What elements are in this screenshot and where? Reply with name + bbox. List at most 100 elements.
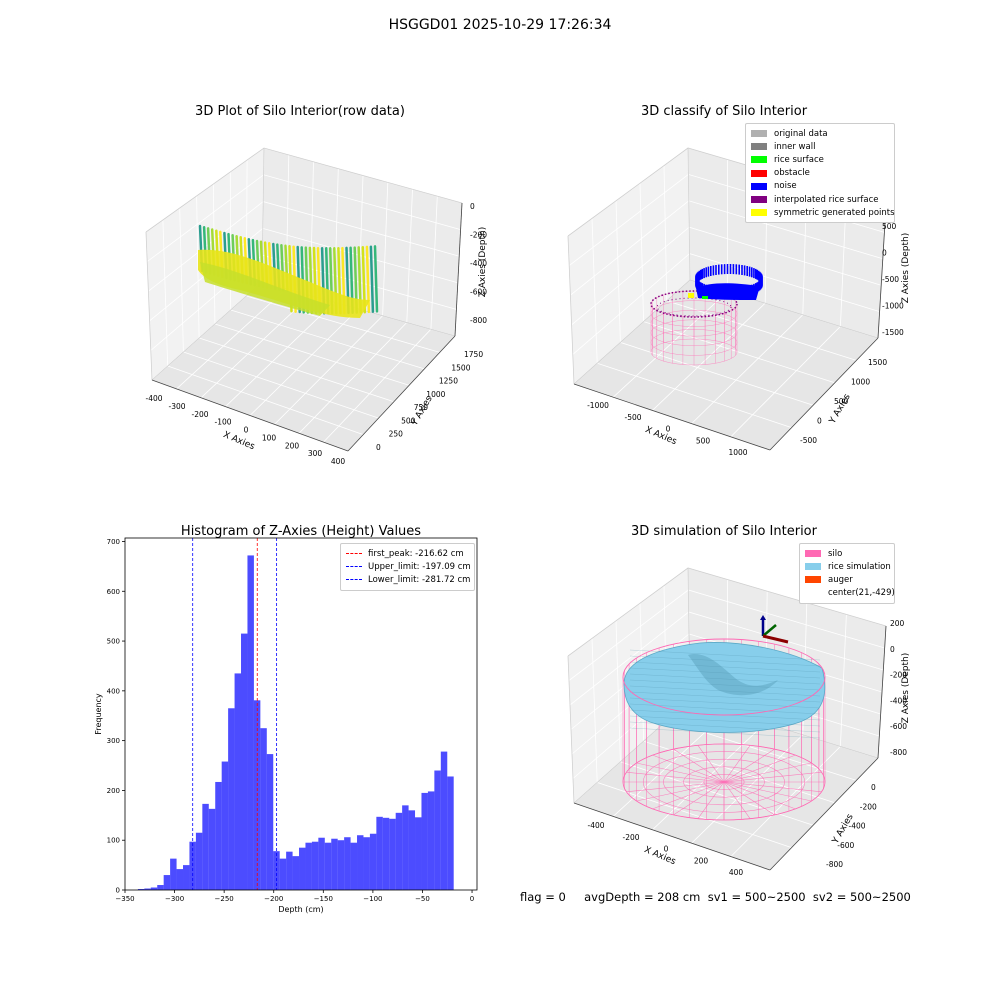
point-stripe	[345, 246, 350, 315]
point-stripe	[259, 240, 265, 289]
point-stripe	[210, 228, 216, 276]
point-stripe	[239, 236, 244, 284]
y-tick-label: 1500	[868, 358, 887, 367]
grid-line-y	[591, 638, 792, 848]
x-tick-label: -200	[622, 833, 639, 842]
grid-line-z	[571, 226, 882, 326]
silo-ring	[650, 338, 738, 366]
mesh-line	[629, 715, 821, 727]
left-pane	[568, 568, 690, 803]
histogram-bar	[389, 818, 396, 890]
box-edge	[145, 231, 153, 381]
grid-line-x	[612, 579, 728, 817]
y-tick-label: 1500	[451, 363, 470, 372]
panel2-legend: original data inner wall rice surface obsta…	[745, 123, 895, 224]
left-pane	[568, 148, 690, 384]
grid-line-x	[225, 168, 339, 407]
legend-line-sample	[346, 553, 362, 555]
grid-line-y	[567, 235, 771, 451]
z-tick-label: -800	[470, 316, 487, 325]
silo-floor-spoke	[626, 781, 725, 793]
point-stripe	[341, 246, 346, 315]
histogram-bar	[292, 856, 300, 890]
x-tick-label: 0	[666, 425, 671, 434]
grid-line-y	[145, 231, 349, 452]
silo-ring	[650, 300, 738, 327]
grid-line-y	[162, 219, 364, 435]
point-stripe	[320, 247, 326, 315]
y-tick-label: 1000	[851, 378, 870, 387]
point-stripe	[263, 241, 269, 289]
grid-line-z	[569, 611, 884, 706]
point-stripe	[202, 225, 208, 274]
z-tick-label: -200	[890, 671, 907, 680]
y-tick-label: 700	[107, 538, 120, 546]
panel1-title: 3D Plot of Silo Interior(row data)	[195, 104, 405, 119]
grid-line-z	[573, 699, 879, 804]
box-edge	[573, 699, 879, 804]
silo-floor-spoke	[723, 781, 775, 816]
histogram-bar	[150, 887, 158, 890]
box-edge	[687, 147, 691, 281]
x-tick-label: 300	[308, 449, 323, 458]
histogram-bar	[402, 805, 409, 890]
histogram-bar	[215, 781, 222, 890]
y-axis-label: Frequency	[94, 693, 103, 735]
silo-floor-spoke	[723, 781, 812, 802]
legend-line-sample	[346, 579, 362, 581]
y-tick-label: 0	[871, 783, 876, 792]
silo-floor-spoke	[626, 771, 725, 783]
x-tick-label: 500	[696, 436, 711, 445]
z-tick-label: 0	[882, 249, 887, 258]
histogram-legend: first_peak: -216.62 cm Upper_limit: -197.…	[340, 543, 475, 591]
z-tick-label: -1000	[882, 302, 904, 311]
box-edge	[151, 281, 456, 381]
legend-label: auger	[828, 574, 853, 585]
histogram-bar	[157, 885, 164, 890]
grid-line-y	[639, 603, 835, 804]
point-stripe	[251, 238, 257, 287]
panel4-legend: silo rice simulation auger center(21,-429)	[799, 543, 895, 604]
grid-line-x	[612, 159, 728, 398]
grid-line-z	[151, 281, 456, 381]
histogram-bar	[408, 810, 416, 890]
histogram-title: Histogram of Z-Axies (Height) Values	[180, 524, 422, 539]
y-tick-label: 250	[389, 430, 404, 439]
y-tick-label: 1250	[439, 377, 458, 386]
z-tick-label: -600	[890, 722, 907, 731]
x-tick-label: −350	[115, 895, 134, 903]
panel1-plot: -400 -300 -200 -100 0 100 200 300 400 0 250 500 750 1…	[145, 147, 488, 466]
grid-line-z	[570, 633, 883, 730]
z-tick-label: -400	[470, 259, 487, 268]
point-stripe	[206, 227, 212, 275]
silo-floor-spoke	[723, 762, 812, 783]
histogram-bar	[382, 817, 390, 890]
y-tick-label: 400	[107, 687, 120, 695]
point-stripe	[284, 244, 289, 293]
legend-entry: obstacle	[751, 167, 889, 180]
z-axis-label: Z Axies (Depth)	[901, 653, 911, 724]
legend-entry: silo	[805, 547, 889, 560]
silo-floor-spoke	[723, 781, 751, 819]
point-stripe	[198, 224, 204, 273]
histogram-bar	[228, 708, 235, 890]
grid-line-x	[730, 614, 847, 857]
grid-line-x	[769, 205, 887, 451]
legend-swatch	[751, 182, 767, 190]
point-stripe	[369, 245, 375, 313]
histogram-bar	[299, 847, 306, 890]
mesh-line	[629, 721, 821, 733]
histogram-bar	[427, 791, 435, 890]
histogram-bar	[415, 817, 422, 890]
grid-line-x	[652, 591, 768, 831]
y-axis-label: Y Axies	[830, 812, 856, 846]
legend-label: first_peak: -216.62 cm	[368, 548, 464, 559]
silo-floor-spoke	[723, 754, 796, 783]
grid-line-y	[567, 655, 771, 871]
histogram-plot: −350 −300 −250 −200 −150 −100 −50 0 0 100 200 300 40…	[94, 537, 478, 914]
point-stripe	[337, 246, 342, 315]
histogram-bar	[318, 837, 325, 890]
legend-swatch	[751, 143, 767, 151]
grid-line-z	[572, 677, 880, 779]
y-tick-label: 200	[107, 787, 120, 795]
